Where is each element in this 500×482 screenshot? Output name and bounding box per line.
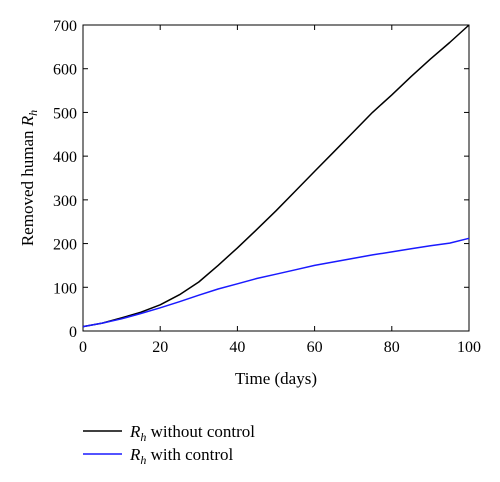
y-tick-label: 400	[53, 149, 77, 166]
y-axis-title-sub: h	[26, 110, 40, 116]
y-tick-label: 600	[53, 62, 77, 79]
y-tick-label: 700	[53, 18, 77, 35]
x-tick-label: 0	[79, 339, 87, 356]
x-tick-label: 80	[384, 339, 400, 356]
plot-area	[82, 24, 470, 332]
y-axis-title: Removed human Rh	[18, 110, 40, 246]
x-tick-label: 20	[152, 339, 168, 356]
series-line-without-control	[82, 24, 470, 328]
series-line-with-control	[82, 237, 470, 328]
legend: Rh without control Rh with control	[83, 422, 255, 467]
x-tick-label: 40	[229, 339, 245, 356]
y-tick-label: 300	[53, 193, 77, 210]
axis-ticks: 0 20 40 60 80 100 0 100 200 300 400 500 600 700	[53, 18, 481, 356]
legend-label-without-control: Rh without control	[129, 422, 255, 444]
series-lines	[82, 24, 470, 328]
x-tick-label: 60	[307, 339, 323, 356]
y-tick-label: 500	[53, 105, 77, 122]
y-tick-label: 200	[53, 237, 77, 254]
x-tick-label: 100	[457, 339, 481, 356]
y-axis-title-text: Removed human	[18, 126, 37, 246]
y-tick-label: 0	[69, 324, 77, 341]
x-axis-title: Time (days)	[235, 369, 317, 388]
legend-label-with-control: Rh with control	[129, 445, 234, 467]
y-axis-title-var: R	[18, 115, 37, 127]
y-tick-label: 100	[53, 280, 77, 297]
